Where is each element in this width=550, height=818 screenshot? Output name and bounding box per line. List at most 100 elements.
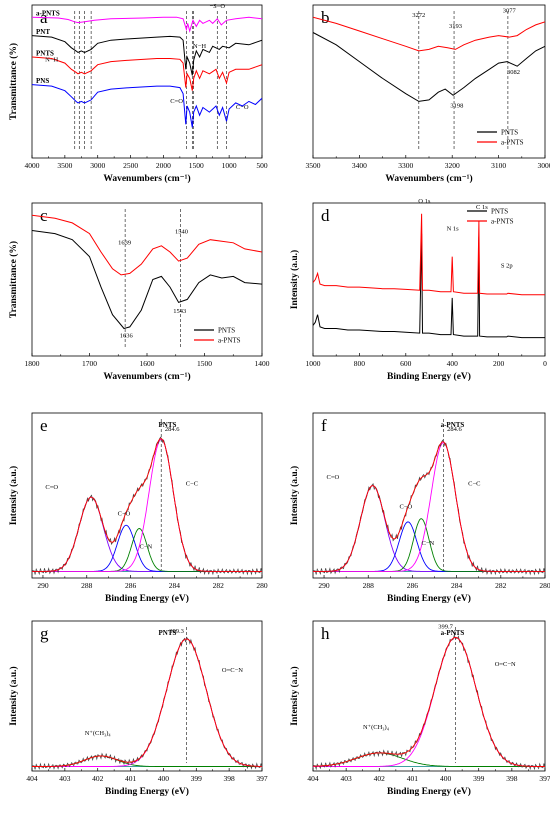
x-axis-label: Wavenumbers (cm⁻¹) — [103, 173, 190, 184]
x-tick-label: 398 — [224, 774, 236, 783]
x-axis-label: Binding Energy (eV) — [387, 371, 471, 382]
plot-area — [313, 439, 545, 576]
legend-label: a-PNTS — [491, 218, 514, 226]
x-axis-label: Binding Energy (eV) — [105, 786, 189, 797]
legend-label: a-PNTS — [218, 337, 241, 345]
plot-frame — [31, 412, 263, 579]
x-tick-label: 290 — [37, 581, 49, 590]
x-axis-label: Binding Energy (eV) — [387, 786, 471, 797]
y-axis-label: Transmittance (%) — [8, 43, 19, 120]
x-axis-label: Wavenumbers (cm⁻¹) — [103, 371, 190, 382]
x-tick-label: 0 — [543, 359, 547, 368]
x-tick-label: 2500 — [123, 161, 138, 170]
x-tick-label: 3500 — [306, 161, 321, 170]
x-tick-label: 4000 — [25, 161, 40, 170]
x-tick-label: 1700 — [82, 359, 97, 368]
x-tick-label: 3200 — [445, 161, 460, 170]
legend-label: a-PNTS — [501, 139, 524, 147]
annotation: 1639 — [118, 239, 131, 246]
x-tick-label: 403 — [341, 774, 353, 783]
x-axis-label: Binding Energy (eV) — [105, 593, 189, 604]
panel-b: 3500 3400 3300 3200 3100 3000 Wavenumbers (cm⁻… — [306, 4, 550, 184]
panel-c: 1800 1700 1600 1500 1400 Wavenumbers (cm⁻¹) Tr… — [8, 202, 270, 382]
x-tick-label: 282 — [495, 581, 507, 590]
envelope-fit-line — [313, 636, 545, 767]
sample-label: PNTS — [159, 629, 177, 637]
annotation: 3082 — [507, 69, 520, 76]
fit-component — [32, 638, 262, 767]
annotation: O=C−N — [495, 661, 516, 668]
plot-area — [313, 633, 545, 771]
y-axis-label: Intensity (a.u.) — [289, 466, 300, 525]
plot-frame — [312, 620, 546, 772]
x-tick-label: 1000 — [306, 359, 321, 368]
panel-d: 1000 800 600 400 200 0 Binding Energy (eV) Inte… — [289, 198, 547, 382]
annotation: N−H — [45, 57, 58, 64]
plot-area — [32, 636, 262, 770]
x-axis-label: Binding Energy (eV) — [387, 593, 471, 604]
x-tick-label: 284 — [451, 581, 463, 590]
x-tick-label: 399 — [473, 774, 485, 783]
series-line-PNT — [32, 35, 262, 76]
panel-letter: b — [321, 8, 330, 27]
x-tick-label: 402 — [374, 774, 386, 783]
panel-letter: f — [321, 416, 327, 435]
y-axis-label: Intensity (a.u.) — [8, 466, 19, 525]
series-label: PNS — [36, 77, 49, 85]
annotation: C−N — [140, 543, 153, 550]
plot-frame — [31, 4, 263, 159]
annotation: 1636 — [120, 333, 134, 340]
annotation: 1540 — [175, 229, 188, 236]
series-label: PNTS — [36, 49, 54, 57]
x-tick-label: 3000 — [538, 161, 550, 170]
x-tick-label: 286 — [125, 581, 137, 590]
x-tick-label: 398 — [506, 774, 518, 783]
legend-label: PNTS — [501, 129, 518, 137]
x-tick-label: 280 — [256, 581, 268, 590]
x-tick-label: 3400 — [352, 161, 367, 170]
x-tick-label: 280 — [539, 581, 550, 590]
x-tick-label: 1500 — [189, 161, 204, 170]
x-tick-label: 1400 — [255, 359, 270, 368]
plot-area — [32, 16, 262, 128]
series-line-a-PNTS — [32, 16, 262, 33]
annotation: O=C−N — [222, 667, 243, 674]
x-tick-label: 403 — [59, 774, 71, 783]
annotation: 1543 — [173, 308, 186, 315]
annotation: C=O — [45, 484, 58, 491]
x-tick-label: 284 — [169, 581, 181, 590]
x-tick-label: 3000 — [90, 161, 105, 170]
panel-letter: h — [321, 624, 330, 643]
annotation: C−O — [118, 510, 131, 517]
fit-component — [32, 439, 262, 572]
annotation: C−N — [422, 540, 435, 547]
sample-label: PNTS — [159, 421, 177, 429]
panel-letter: g — [40, 624, 49, 643]
x-tick-label: 404 — [26, 774, 38, 783]
panel-h: 404 403 402 401 400 399 398 397 Binding Energy (… — [289, 620, 550, 797]
annotation: 399.3 — [169, 628, 184, 635]
x-tick-label: 282 — [213, 581, 225, 590]
annotation: 3077 — [503, 8, 517, 15]
plot-area — [313, 213, 545, 339]
annotation: N 1s — [447, 226, 460, 233]
annotation: C−O — [399, 504, 412, 511]
annotation: 399.7 — [438, 624, 453, 631]
envelope-fit-line — [32, 638, 262, 767]
plot-area — [32, 436, 262, 576]
annotation: S 2p — [501, 262, 513, 269]
x-tick-label: 401 — [125, 774, 137, 783]
panel-letter: c — [40, 206, 48, 225]
series-label: a-PNTS — [36, 10, 60, 18]
plot-frame — [312, 412, 546, 579]
series-line-PNTS — [313, 32, 545, 102]
x-tick-label: 288 — [81, 581, 93, 590]
annotation: C−C — [468, 481, 480, 488]
x-tick-label: 397 — [539, 774, 550, 783]
sample-label: a-PNTS — [441, 629, 465, 637]
series-line-a-PNTS — [313, 213, 545, 296]
x-tick-label: 500 — [256, 161, 268, 170]
x-tick-label: 288 — [363, 581, 375, 590]
x-tick-label: 400 — [158, 774, 170, 783]
